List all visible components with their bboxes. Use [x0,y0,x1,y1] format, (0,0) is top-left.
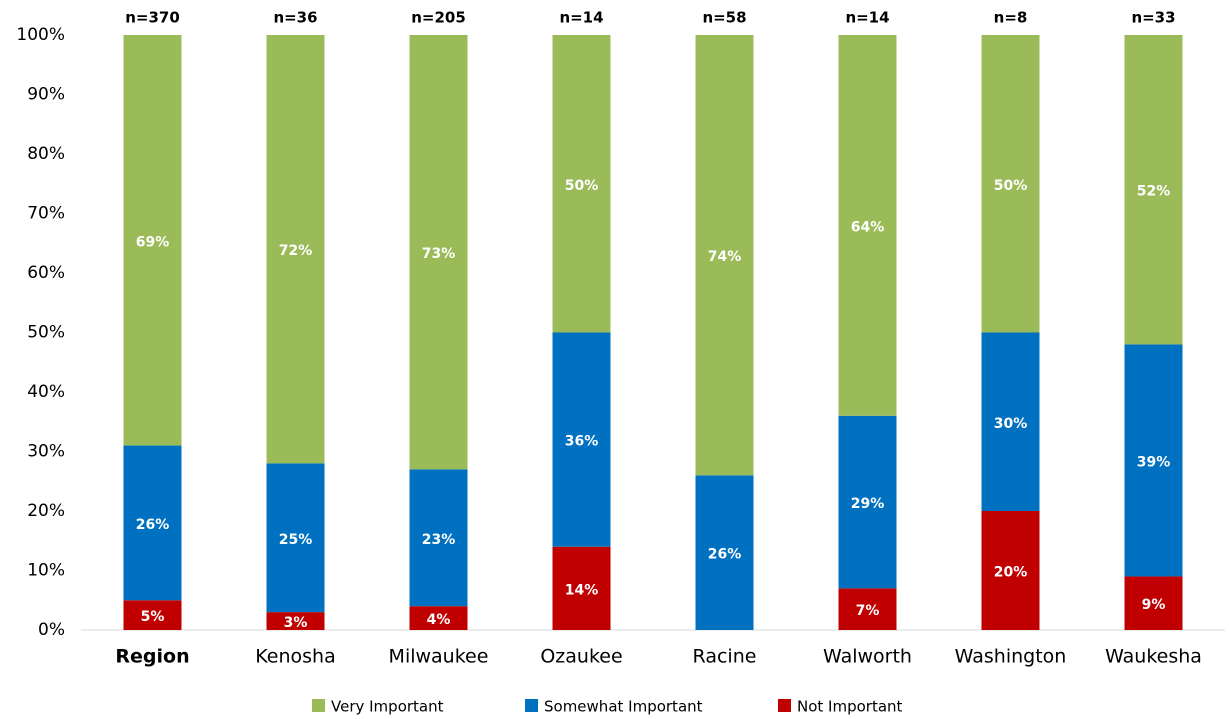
value-label: 9% [1142,597,1166,613]
x-tick-label: Ozaukee [540,646,622,668]
annotation: n=14 [559,9,603,27]
bar-segment [695,475,754,630]
value-label: 69% [136,234,170,250]
value-label: 64% [851,219,885,235]
bar-segment [123,445,182,601]
bar-segment [409,35,468,470]
bar-segment [1124,344,1183,577]
legend-label: Very Important [331,698,444,716]
y-tick-label: 60% [27,263,65,283]
bar-segment [123,35,182,446]
annotation: n=370 [125,9,180,27]
annotation: n=205 [411,9,466,27]
bar-segment [981,35,1040,333]
value-label: 30% [994,416,1028,432]
value-label: 5% [141,609,165,625]
annotation: n=58 [702,9,746,27]
bar-segment [552,546,611,630]
y-tick-label: 80% [27,144,65,164]
value-label: 36% [565,434,599,450]
bar-segment [695,35,754,476]
bar-segment [838,415,897,589]
bar-segment [1124,576,1183,630]
bar-segment [266,463,325,613]
value-label: 26% [136,517,170,533]
value-label: 25% [279,532,313,548]
value-label: 3% [284,615,308,631]
bar-segment [409,606,468,630]
bar-segment [123,600,182,630]
value-label: 26% [708,547,742,563]
bar-segment [409,469,468,607]
x-tick-label: Milwaukee [389,646,489,668]
annotation: n=8 [994,9,1028,27]
annotation: n=33 [1131,9,1175,27]
value-label: 50% [994,178,1028,194]
y-tick-label: 90% [27,85,65,105]
y-tick-label: 40% [27,382,65,402]
value-label: 29% [851,496,885,512]
value-label: 50% [565,178,599,194]
y-tick-label: 50% [27,323,65,343]
value-label: 72% [279,243,313,259]
x-tick-label: Region [115,646,189,668]
legend-swatch [312,699,325,712]
bar-segment [266,35,325,464]
value-label: 4% [427,612,451,628]
value-label: 73% [422,246,456,262]
bar-segment [838,588,897,630]
legend-label: Not Important [797,698,903,716]
bar-segment [266,612,325,630]
y-tick-label: 10% [27,561,65,581]
legend-swatch [778,699,791,712]
value-label: 23% [422,532,456,548]
x-tick-label: Walworth [823,646,912,668]
annotation: n=14 [845,9,889,27]
y-tick-label: 30% [27,442,65,462]
value-label: 7% [856,603,880,619]
bar-segment [981,332,1040,511]
x-tick-label: Washington [955,646,1067,668]
y-tick-label: 100% [16,25,65,45]
x-tick-label: Kenosha [255,646,335,668]
value-label: 20% [994,565,1028,581]
value-label: 14% [565,582,599,598]
value-label: 52% [1137,184,1171,200]
y-tick-label: 0% [38,620,65,640]
y-tick-label: 20% [27,501,65,521]
legend-label: Somewhat Important [544,698,703,716]
x-tick-label: Racine [693,646,757,668]
annotation: n=36 [273,9,317,27]
legend-swatch [525,699,538,712]
bar-segment [981,511,1040,630]
bar-segment [552,35,611,333]
bar-segment [552,332,611,547]
x-tick-label: Waukesha [1105,646,1202,668]
bar-segment [838,35,897,416]
value-label: 39% [1137,454,1171,470]
y-tick-label: 70% [27,204,65,224]
bar-segment [1124,35,1183,345]
value-label: 74% [708,249,742,265]
